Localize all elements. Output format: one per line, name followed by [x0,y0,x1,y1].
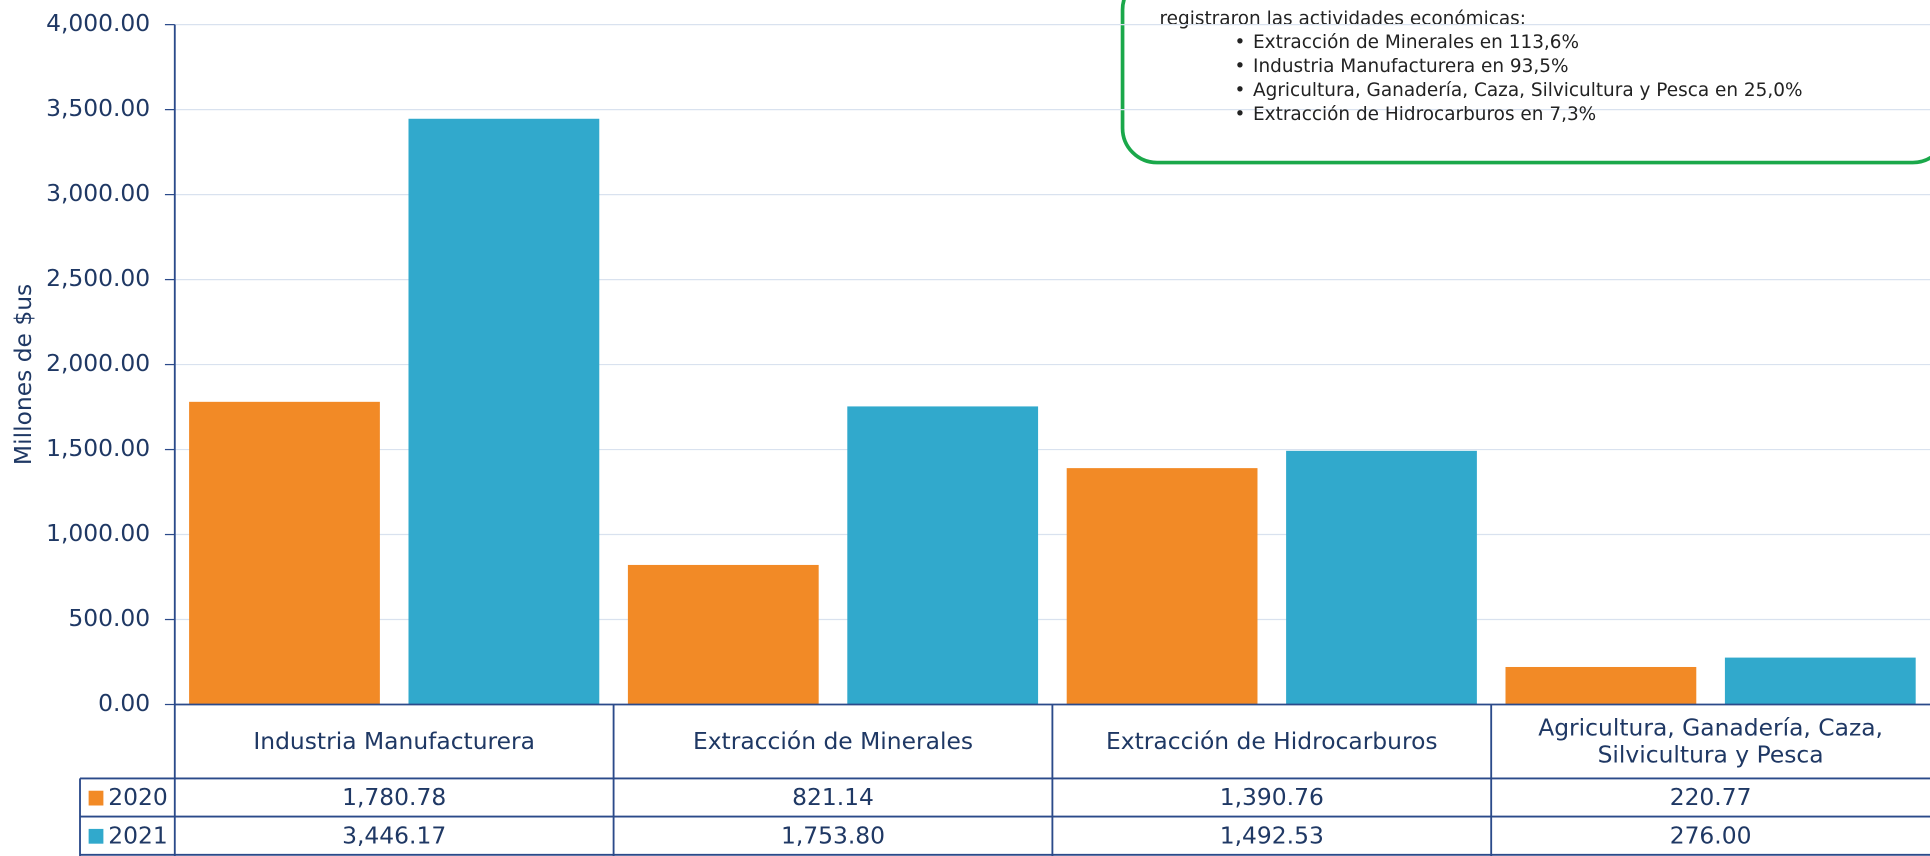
y-tick-label: 2,000.00 [46,349,150,377]
y-tick-label: 0.00 [98,689,150,717]
x-tick-label-box: Industria Manufacturera [253,727,536,756]
y-tick-label: 3,000.00 [46,179,150,207]
x-tick-label-box: Extracción de Minerales [692,727,974,756]
note-box [1120,0,1930,165]
y-tick-label: 1,500.00 [46,434,150,462]
bullet-dot: • [1235,104,1246,125]
x-tick-label-box: Extracción de Hidrocarburos [1105,727,1438,756]
table-value: 3,446.17 [342,821,446,849]
x-tick-label: Industria Manufacturera [253,727,536,756]
table-value: 276.00 [1670,821,1752,849]
bar [1505,666,1697,705]
x-tick-label: Extracción de Hidrocarburos [1105,727,1438,756]
bar [189,401,380,705]
bar [847,406,1039,705]
x-tick-label-box: Agricultura, Ganadería, Caza, Silvicultu… [1538,714,1883,769]
legend-swatch [88,790,104,806]
bar [1724,657,1916,705]
y-axis-title: Millones de $us [9,284,37,465]
y-tick-label: 1,000.00 [46,519,150,547]
x-tick-label: Agricultura, Ganadería, Caza, Silvicultu… [1538,714,1883,769]
legend-swatch [88,828,104,844]
table-value: 1,780.78 [342,783,446,811]
table-value: 1,753.80 [781,821,885,849]
bar [1066,468,1258,705]
y-tick-label: 2,500.00 [46,264,150,292]
bar [1286,450,1477,705]
legend-label: 2021 [108,821,167,849]
bullet-dot: • [1235,56,1246,77]
y-tick-label: 3,500.00 [46,94,150,122]
y-tick-label: 4,000.00 [46,9,150,37]
note-bullet: Industria Manufacturera en 93,5% [1253,56,1569,77]
table-value: 1,492.53 [1220,821,1324,849]
note-bullet: Extracción de Hidrocarburos en 7,3% [1253,104,1596,125]
table-value: 1,390.76 [1220,783,1324,811]
bar [408,118,600,705]
legend-label: 2020 [108,783,167,811]
y-tick-label: 500.00 [68,604,150,632]
table-value: 220.77 [1670,783,1752,811]
note-bullet: Extracción de Minerales en 113,6% [1253,32,1579,53]
bullet-dot: • [1235,32,1246,53]
table-value: 821.14 [792,783,874,811]
x-tick-label: Extracción de Minerales [692,727,974,756]
bar [627,564,819,705]
bullet-dot: • [1235,80,1246,101]
note-intro: registraron las actividades económicas: [1159,9,1526,30]
note-bullet: Agricultura, Ganadería, Caza, Silvicultu… [1253,80,1803,101]
